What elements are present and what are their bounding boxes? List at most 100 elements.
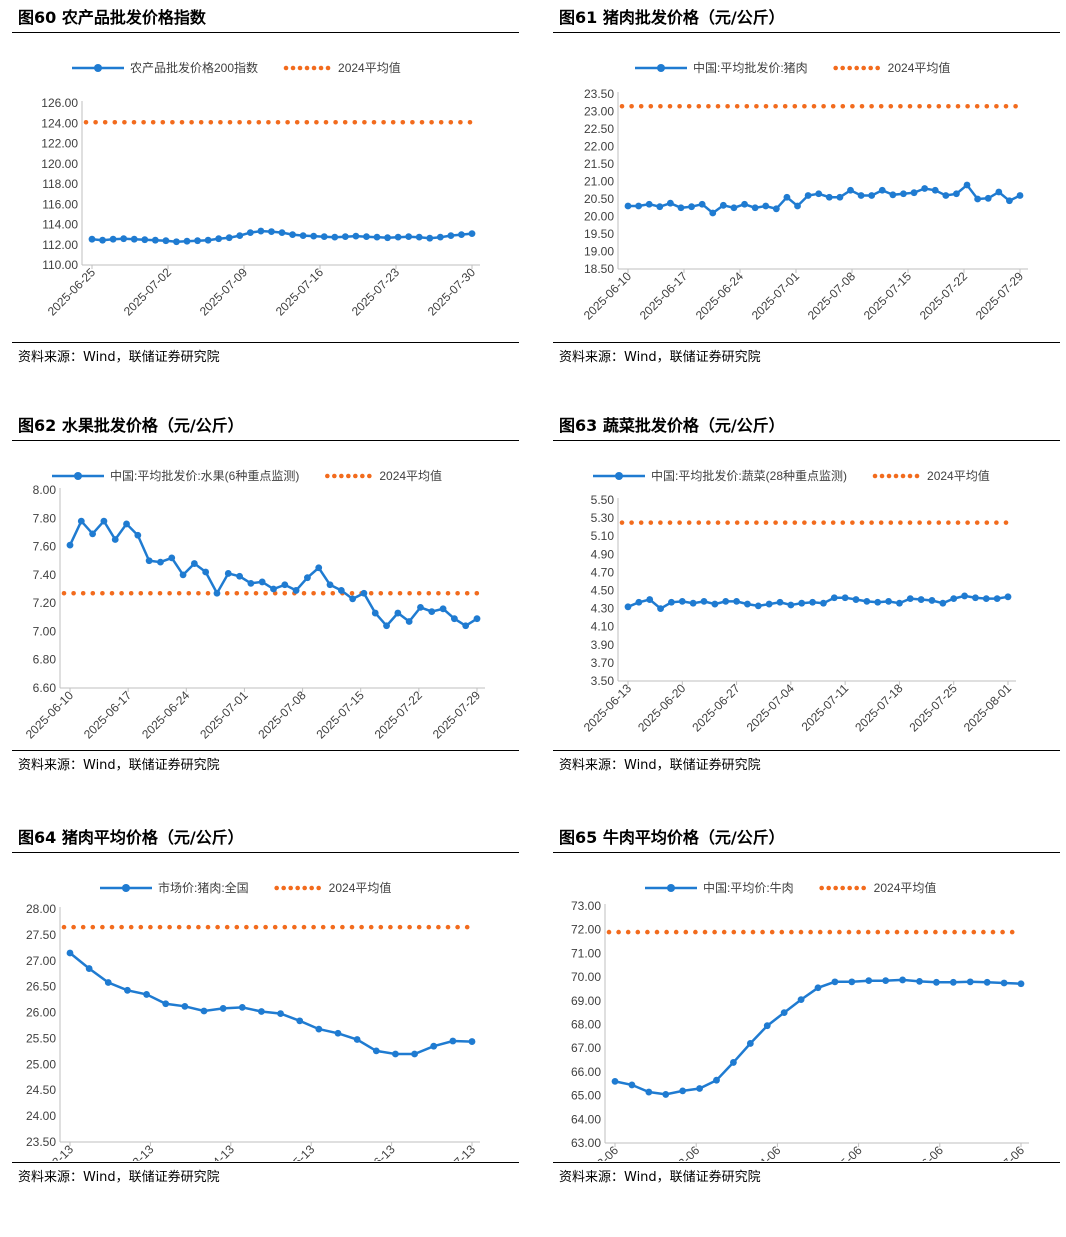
legend-avg-dot [339, 473, 344, 479]
legend-avg-dot [875, 65, 880, 71]
data-point [794, 202, 801, 210]
data-point [1016, 192, 1024, 199]
data-point [974, 195, 982, 203]
avg-line-dot [436, 590, 441, 596]
title-divider [12, 32, 519, 33]
avg-line-dot [811, 103, 817, 109]
data-point [628, 1081, 636, 1089]
legend-avg-dot [274, 885, 279, 891]
avg-line-dot [160, 119, 166, 125]
avg-line-dot [148, 924, 153, 930]
avg-line-dot [638, 103, 644, 109]
avg-line-dot [782, 103, 788, 109]
y-tick-label: 73.00 [571, 899, 601, 913]
avg-line-dot [388, 924, 393, 930]
data-point [247, 579, 255, 587]
avg-line-dot [208, 119, 214, 125]
avg-line-dot [368, 924, 374, 930]
y-tick-label: 7.60 [33, 540, 57, 554]
data-point [711, 600, 719, 608]
avg-line-dot [635, 929, 641, 935]
avg-line-dot [955, 103, 961, 109]
avg-line-dot [926, 103, 932, 109]
y-tick-label: 126.00 [41, 96, 78, 110]
chart-panel-61: 图61 猪肉批发价格（元/公斤） 中国:平均批发价:猪肉 2024平均值 18.50… [553, 0, 1060, 378]
avg-line-dot [725, 520, 730, 525]
legend-marker [615, 472, 623, 480]
avg-line-dot [349, 924, 355, 930]
avg-line-dot [840, 520, 846, 525]
data-point [394, 609, 402, 617]
y-tick-label: 64.00 [571, 1112, 601, 1126]
data-point [417, 603, 424, 611]
x-tick-label: 2025-05-06 [811, 1143, 865, 1161]
legend-avg-dot [346, 473, 351, 479]
y-tick-label: 8.00 [33, 483, 57, 497]
avg-line-dot [725, 103, 730, 109]
data-point [213, 589, 221, 597]
data-point [190, 560, 198, 567]
chart-64: 市场价:猪肉:全国 2024平均值 23.50 24.00 24.50 25.00 25.5… [23, 880, 480, 1161]
data-point [916, 977, 923, 985]
data-point [173, 238, 180, 246]
y-tick-label: 26.50 [26, 980, 56, 994]
data-point [439, 605, 447, 613]
avg-line-dot [371, 119, 377, 125]
legend-avg-dot [900, 473, 906, 479]
x-tick-label: 2025-07-13 [425, 1142, 479, 1161]
avg-line-dot [138, 590, 144, 596]
x-tick-label: 2025-07-29 [973, 269, 1027, 323]
source-divider [12, 342, 519, 343]
avg-line-dot [933, 929, 938, 935]
chart-60: 农产品批发价格200指数 2024平均值 110.00 112.00 114.00 116… [41, 60, 480, 319]
data-point [878, 186, 886, 194]
avg-line-dot [314, 119, 319, 125]
y-tick-label: 3.70 [591, 656, 615, 670]
avg-line-dot [696, 103, 702, 109]
avg-line-dot [994, 103, 999, 109]
avg-line-dot [917, 103, 922, 109]
avg-line-dot [907, 103, 913, 109]
y-tick-label: 71.00 [571, 946, 601, 960]
data-point [215, 235, 223, 243]
data-point [99, 236, 106, 244]
avg-line-dot [965, 520, 970, 525]
data-point [963, 181, 971, 189]
data-point [326, 581, 334, 589]
source-divider [553, 1162, 1060, 1163]
avg-line-dot [782, 520, 788, 525]
y-tick-label: 116.00 [42, 197, 78, 211]
data-point [910, 189, 918, 197]
data-point [797, 996, 805, 1004]
avg-line-dot [301, 590, 307, 596]
chart-panel-60: 图60 农产品批发价格指数 农产品批发价格200指数 2024平均值 110.00 1… [12, 0, 519, 378]
y-tick-label: 5.10 [591, 529, 615, 543]
data-point [645, 1088, 653, 1096]
y-tick-label: 4.30 [591, 602, 615, 616]
avg-line-dot [754, 520, 759, 525]
avg-line-dot [467, 119, 473, 125]
legend-avg-dot [325, 473, 330, 479]
x-tick-label: 2025-07-22 [372, 688, 426, 742]
avg-line-dot [196, 924, 201, 930]
avg-line-dot [706, 103, 711, 109]
avg-line-dot [859, 520, 865, 525]
data-point [931, 186, 939, 194]
y-tick-label: 114.00 [42, 218, 78, 232]
avg-line-dot [410, 119, 415, 125]
avg-line-dot [176, 924, 182, 930]
source-divider [553, 750, 1060, 751]
avg-line-dot [721, 929, 727, 935]
avg-line-dot [189, 119, 194, 125]
avg-line-dot [830, 520, 836, 525]
data-point [473, 615, 481, 623]
avg-line-dot [167, 590, 172, 596]
data-point [258, 578, 266, 586]
chart-panel-65: 图65 牛肉平均价格（元/公斤） 中国:平均价:牛肉 2024平均值 63.00 64… [553, 820, 1060, 1198]
avg-line-dot [429, 119, 434, 125]
avg-line-dot [808, 929, 813, 935]
data-point [993, 595, 1001, 603]
x-tick-label: 2025-05-13 [264, 1142, 318, 1161]
source-divider [553, 342, 1060, 343]
data-point [449, 1037, 457, 1045]
